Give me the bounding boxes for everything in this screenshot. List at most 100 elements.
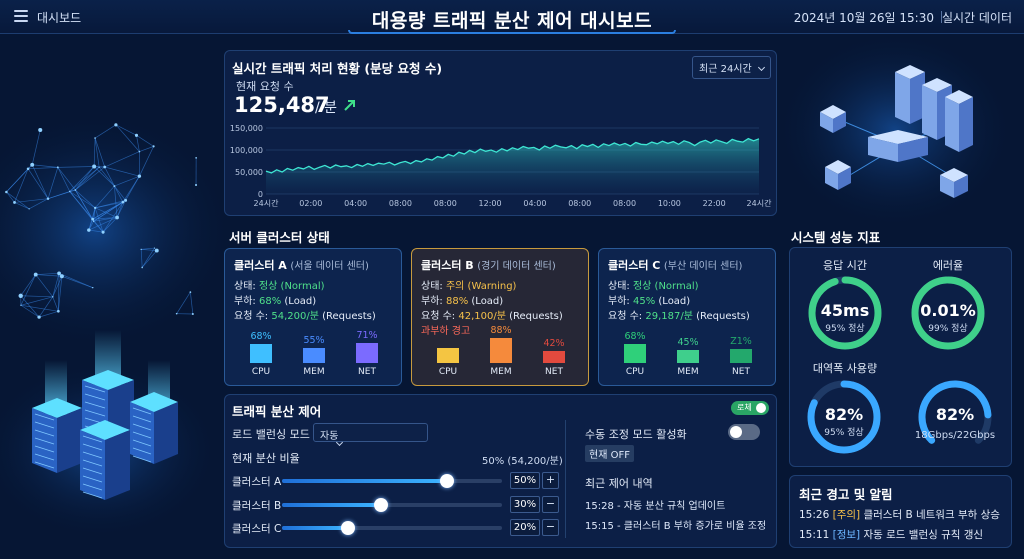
load-label: 부하: xyxy=(234,296,256,307)
y-tick-label: 100,000 xyxy=(230,146,263,155)
decrement-button[interactable]: − xyxy=(542,496,559,513)
requests-label: 요청 수: xyxy=(608,311,643,322)
alert-item[interactable]: 15:11 [정보] 자동 로드 밸런싱 규칙 갱신 xyxy=(799,527,983,542)
slider-handle[interactable] xyxy=(440,474,454,488)
lb-mode-select[interactable]: 자동 xyxy=(313,423,428,447)
cluster-card[interactable]: 클러스터 A (서울 데이터 센터) 상태: 정상 (Normal) 부하: 68%… xyxy=(224,248,402,386)
alert-tag: [정보] xyxy=(832,529,861,541)
bandwidth-sub: 18Gbps/22Gbps xyxy=(914,430,996,441)
metric-percent: 42% xyxy=(543,338,565,349)
traffic-area-chart: 0 50,000 100,000 150,000 24시간 02:00 04:00 08:00… xyxy=(230,124,772,208)
metric-label: MEM xyxy=(490,367,512,377)
trend-up-icon xyxy=(344,100,355,111)
history-item: 15:28 - 자동 분산 규칙 업데이트 xyxy=(585,501,726,512)
overload-warning: 과부하 경고 xyxy=(421,326,471,337)
metric-percent: Z1% xyxy=(730,336,752,347)
distribution-slider[interactable] xyxy=(282,474,502,488)
metric-percent: 55% xyxy=(303,335,325,346)
slider-fill xyxy=(282,479,447,483)
manual-mode-toggle-knob xyxy=(730,426,742,438)
status-label: 상태: xyxy=(234,281,256,292)
manual-mode-toggle[interactable] xyxy=(728,424,760,440)
distribution-slider-row: 클러스터 B 30% − xyxy=(232,496,562,514)
status-value: 정상 (Normal) xyxy=(258,281,325,292)
metric-label: NET xyxy=(545,367,563,377)
chevron-down-icon xyxy=(757,63,765,72)
slider-handle[interactable] xyxy=(341,521,355,535)
error-rate-gauge xyxy=(911,276,985,350)
metric-bar xyxy=(356,343,378,363)
traffic-area xyxy=(266,138,759,194)
page-title: 대용량 트래픽 분산 제어 대시보드 xyxy=(371,10,653,32)
response-time-value: 45ms xyxy=(820,301,870,320)
metric-label: CPU xyxy=(251,367,271,377)
metric-bar xyxy=(677,350,699,363)
requests-value: 29,187/분 xyxy=(645,311,693,322)
cluster-title: 클러스터 B xyxy=(421,259,474,272)
distribution-slider[interactable] xyxy=(282,498,502,512)
metric-bar xyxy=(437,348,459,363)
increment-button[interactable]: + xyxy=(542,472,559,489)
cluster-status: 상태: 정상 (Normal) xyxy=(234,277,325,292)
requests-suffix: (Requests) xyxy=(696,311,750,322)
cluster-title: 클러스터 C xyxy=(608,259,661,272)
decrement-button[interactable]: − xyxy=(542,519,559,536)
cluster-name: 클러스터 A (서울 데이터 센터) xyxy=(234,257,369,273)
datetime: 2024년 10월 26일 15:30 xyxy=(793,11,934,25)
slider-value[interactable]: 30% xyxy=(510,496,540,513)
breadcrumb[interactable]: 대시보드 xyxy=(37,11,82,25)
alert-item[interactable]: 15:26 [주의] 클러스터 B 네트워크 부하 상승 xyxy=(799,507,1000,522)
requests-suffix: (Requests) xyxy=(509,311,563,322)
menu-icon[interactable] xyxy=(14,10,28,22)
metric-percent: 88% xyxy=(490,325,512,336)
slider-handle[interactable] xyxy=(374,498,388,512)
load-value: 45% xyxy=(632,296,656,307)
load-suffix: (Load) xyxy=(658,296,691,307)
lb-mode-value: 자동 xyxy=(320,431,339,442)
header-divider xyxy=(941,11,942,23)
response-time-gauge xyxy=(808,276,882,350)
metric-bar xyxy=(730,349,752,363)
cluster-requests: 요청 수: 42,100/분 (Requests) xyxy=(421,307,563,322)
cluster-load: 부하: 68% (Load) xyxy=(234,292,316,307)
cluster-location: (부산 데이터 센터) xyxy=(663,261,743,272)
cluster-requests: 요청 수: 54,200/분 (Requests) xyxy=(234,307,376,322)
range-select-value: 최근 24시간 xyxy=(699,64,752,75)
alerts-panel xyxy=(789,475,1012,548)
slider-fill xyxy=(282,526,348,530)
lb-mode-label: 로드 밸런싱 모드 xyxy=(232,428,310,441)
metric-bar xyxy=(490,338,512,363)
cluster-status: 상태: 정상 (Normal) xyxy=(608,277,699,292)
distribution-slider-row: 클러스터 A 50% + xyxy=(232,472,562,490)
y-tick-label: 0 xyxy=(258,190,263,199)
metric-label: NET xyxy=(732,367,750,377)
current-requests-unit: / 분 xyxy=(315,100,338,116)
alerts-title: 최근 경고 및 알림 xyxy=(799,487,893,502)
slider-value[interactable]: 20% xyxy=(510,519,540,536)
slider-value[interactable]: 50% xyxy=(510,472,540,489)
cluster-load: 부하: 88% (Load) xyxy=(421,292,503,307)
x-tick-label: 12:00 xyxy=(479,199,502,208)
x-tick-label: 02:00 xyxy=(299,199,322,208)
control-toggle[interactable]: 로체 xyxy=(731,401,769,415)
metric-label: CPU xyxy=(438,367,458,377)
alert-tag: [주의] xyxy=(832,509,861,521)
alert-time: 15:11 xyxy=(799,529,830,541)
load-label: 부하: xyxy=(421,296,443,307)
cluster-name: 클러스터 C (부산 데이터 센터) xyxy=(608,257,742,273)
cluster-requests: 요청 수: 29,187/분 (Requests) xyxy=(608,307,750,322)
distribution-slider[interactable] xyxy=(282,521,502,535)
current-requests-label: 현재 요청 수 xyxy=(236,80,294,93)
traffic-line xyxy=(265,137,760,174)
metric-bar xyxy=(303,348,325,363)
range-select[interactable]: 최근 24시간 xyxy=(692,56,771,79)
perf-gauges xyxy=(807,276,992,454)
load-suffix: (Load) xyxy=(284,296,317,307)
cluster-card[interactable]: 클러스터 C (부산 데이터 센터) 상태: 정상 (Normal) 부하: 45%… xyxy=(598,248,776,386)
x-tick-label: 04:00 xyxy=(523,199,546,208)
control-panel xyxy=(224,394,777,548)
bandwidth-usage-label: 대역폭 사용량 xyxy=(812,362,878,375)
cluster-card[interactable]: 클러스터 B (경기 데이터 센터) 상태: 주의 (Warning) 부하: 88… xyxy=(411,248,589,386)
x-tick-label: 10:00 xyxy=(658,199,681,208)
error-rate-label: 에러율 xyxy=(932,259,964,272)
